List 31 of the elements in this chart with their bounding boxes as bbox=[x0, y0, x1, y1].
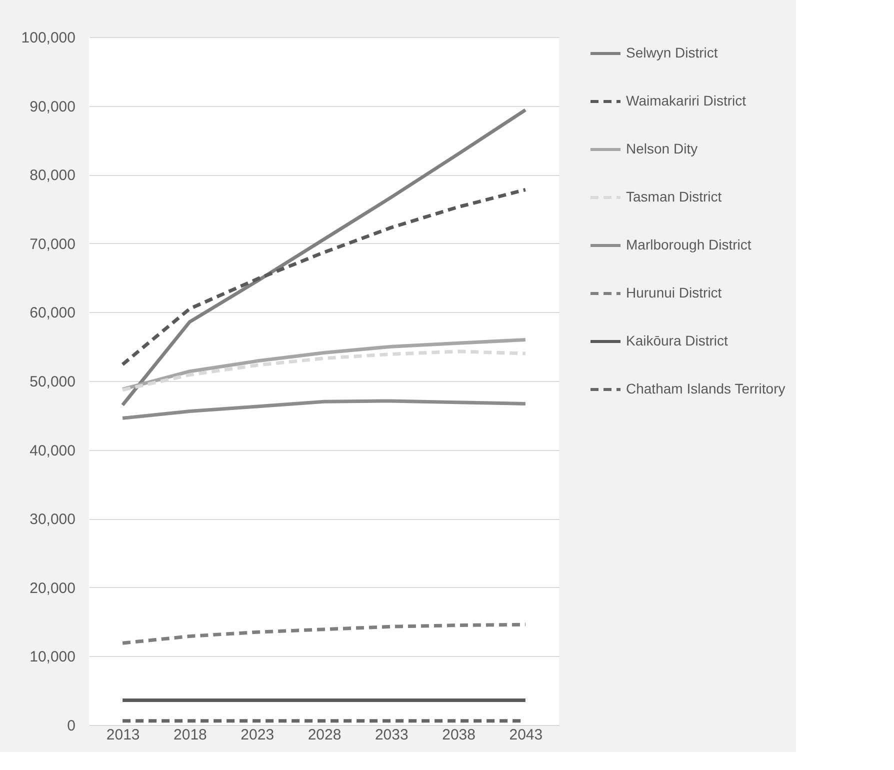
y-tick-label: 90,000 bbox=[30, 98, 76, 116]
x-tick-label: 2033 bbox=[374, 726, 408, 744]
line-series bbox=[120, 622, 528, 645]
y-tick-label: 20,000 bbox=[30, 580, 76, 597]
x-tick-label: 2013 bbox=[106, 726, 140, 744]
x-tick-label: 2023 bbox=[240, 726, 274, 744]
y-tick-label: 40,000 bbox=[30, 442, 76, 460]
legend-label: Nelson Dity bbox=[626, 140, 698, 156]
legend-label: Chatham Islands Territory bbox=[626, 380, 786, 396]
line-series bbox=[120, 399, 528, 420]
y-tick-label: 100,000 bbox=[21, 30, 76, 46]
y-tick-label: 70,000 bbox=[30, 236, 76, 253]
line-series bbox=[120, 108, 528, 407]
x-tick-label: 2018 bbox=[174, 726, 207, 744]
legend-label: Tasman District bbox=[626, 188, 722, 204]
legend-label: Kaikōura District bbox=[626, 332, 728, 348]
y-tick-label: 60,000 bbox=[30, 304, 76, 322]
legend-label: Waimakariri District bbox=[626, 92, 746, 108]
legend-label: Marlborough District bbox=[626, 236, 752, 252]
legend-label: Selwyn District bbox=[626, 44, 718, 60]
y-tick-label: 0 bbox=[67, 718, 76, 734]
line-series bbox=[120, 338, 528, 392]
y-tick-label: 30,000 bbox=[30, 511, 76, 528]
y-tick-label: 80,000 bbox=[30, 167, 76, 184]
y-tick-label: 10,000 bbox=[30, 648, 76, 666]
legend-label: Hurunui District bbox=[626, 284, 722, 300]
line-series bbox=[120, 188, 528, 366]
x-tick-label: 2038 bbox=[442, 726, 476, 744]
x-tick-label: 2028 bbox=[308, 726, 342, 744]
x-tick-label: 2043 bbox=[509, 726, 543, 744]
y-tick-label: 50,000 bbox=[30, 374, 76, 390]
